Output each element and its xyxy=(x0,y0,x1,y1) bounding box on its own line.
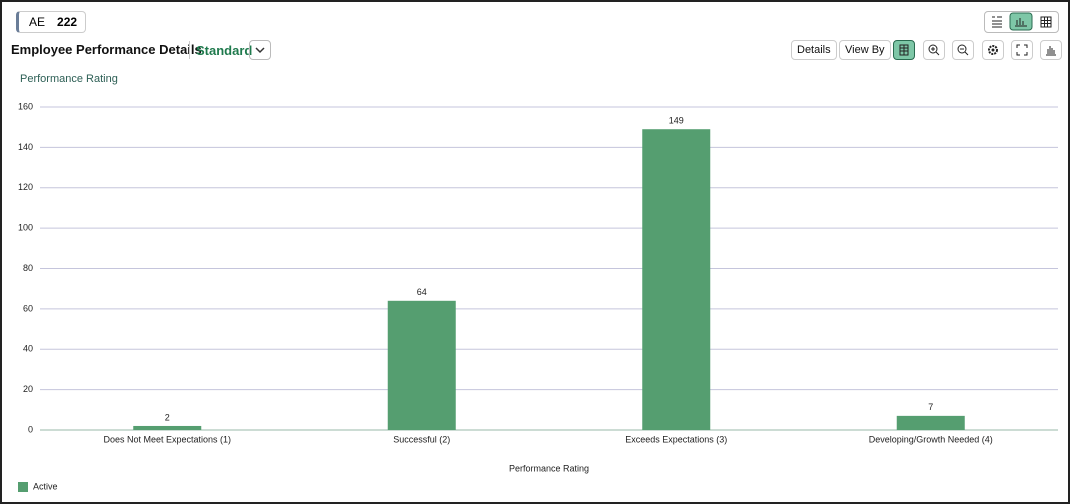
details-button[interactable]: Details xyxy=(791,40,837,60)
y-tick-label: 60 xyxy=(23,303,33,313)
y-tick-label: 20 xyxy=(23,384,33,394)
icon xyxy=(957,44,969,56)
data-label: 149 xyxy=(669,116,684,126)
settings[interactable] xyxy=(982,40,1004,60)
y-tick-label: 120 xyxy=(18,182,33,192)
chart-type[interactable] xyxy=(1040,40,1062,60)
legend-swatch xyxy=(18,482,28,492)
fullscreen[interactable] xyxy=(1011,40,1033,60)
icon xyxy=(988,45,998,55)
icon xyxy=(1046,46,1056,56)
data-label: 7 xyxy=(928,402,933,412)
bar xyxy=(133,425,202,430)
variant-name[interactable]: Standard xyxy=(196,43,253,58)
y-tick-label: 160 xyxy=(18,101,33,111)
chevron xyxy=(255,47,265,54)
x-tick-label: Does Not Meet Expectations (1) xyxy=(103,434,231,444)
y-axis-title: Performance Rating xyxy=(20,73,118,85)
icon xyxy=(1016,44,1028,56)
data-label: 2 xyxy=(165,412,170,422)
x-tick-label: Developing/Growth Needed (4) xyxy=(869,434,993,444)
bar xyxy=(896,415,965,430)
y-tick-label: 80 xyxy=(23,263,33,273)
table-view[interactable] xyxy=(1040,16,1052,28)
x-axis-title: Performance Rating xyxy=(509,463,589,473)
icon xyxy=(899,44,909,56)
y-tick-label: 40 xyxy=(23,344,33,354)
table-toggle[interactable] xyxy=(893,40,915,60)
list-view[interactable] xyxy=(992,16,1002,28)
data-label: 64 xyxy=(417,287,427,297)
badge-label: AE xyxy=(29,15,46,29)
badge[interactable]: AE 222 xyxy=(16,11,87,33)
y-tick-label: 140 xyxy=(18,142,33,152)
view-switch-icons xyxy=(992,12,1052,31)
bar xyxy=(387,300,456,430)
chart-view[interactable] xyxy=(1015,18,1027,27)
y-tick-label: 0 xyxy=(28,424,33,434)
view-by-button[interactable]: View By xyxy=(839,40,891,60)
y-tick-label: 100 xyxy=(18,223,33,233)
icon xyxy=(928,44,940,56)
legend-label: Active xyxy=(33,481,58,491)
bar xyxy=(642,129,711,431)
zoom-out[interactable] xyxy=(952,40,974,60)
page-title: Employee Performance Details xyxy=(11,42,202,57)
variant-dropdown[interactable] xyxy=(249,40,271,60)
badge-count: 222 xyxy=(57,15,78,29)
chart-view-active[interactable] xyxy=(1009,12,1033,31)
separator xyxy=(189,41,190,59)
view-switch xyxy=(984,11,1059,33)
zoom-in[interactable] xyxy=(923,40,945,60)
x-tick-label: Successful (2) xyxy=(393,434,450,444)
x-tick-label: Exceeds Expectations (3) xyxy=(625,434,727,444)
